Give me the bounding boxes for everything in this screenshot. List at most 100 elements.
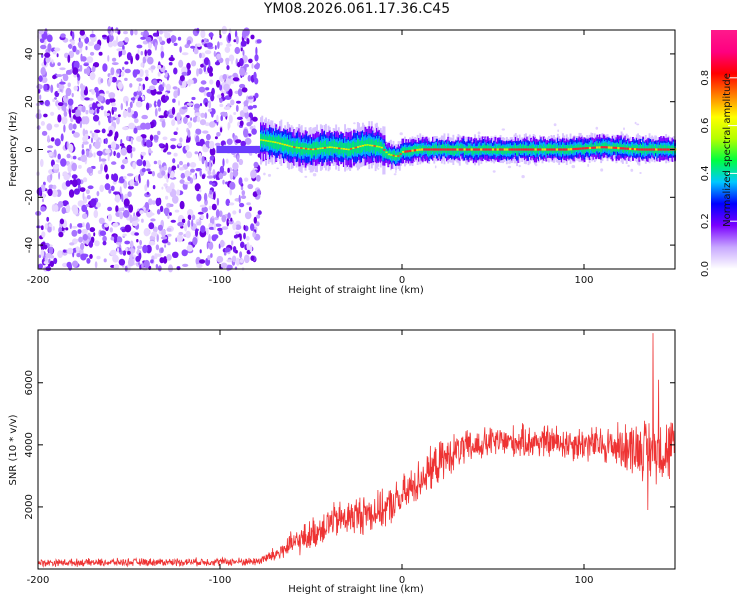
faint-speck [600, 168, 604, 172]
ridge-core [314, 148, 317, 150]
noise-speck [232, 222, 237, 231]
noise-speck [91, 137, 93, 144]
noise-speck [202, 130, 209, 134]
ridge-core [260, 139, 263, 141]
ridge-core [562, 148, 566, 151]
x-tick-label: -100 [209, 275, 232, 286]
noise-speck [89, 106, 93, 110]
noise-speck [116, 48, 123, 52]
noise-speck [144, 49, 147, 57]
noise-speck [68, 43, 73, 49]
noise-speck [72, 155, 77, 160]
noise-speck [81, 204, 88, 213]
ridge-core [522, 148, 525, 151]
noise-speck [57, 114, 62, 123]
noise-speck [108, 188, 112, 194]
noise-speck [243, 232, 246, 240]
ridge-band [610, 145, 613, 153]
noise-speck [137, 85, 140, 92]
ridge-core [290, 145, 293, 148]
ridge-band [542, 144, 545, 153]
noise-speck [138, 83, 141, 87]
noise-speck [114, 29, 118, 34]
noise-speck [133, 91, 137, 97]
noise-speck [119, 211, 124, 220]
ridge-core [631, 147, 634, 151]
noise-speck [124, 240, 131, 245]
noise-speck [113, 234, 118, 244]
ridge-core [444, 148, 447, 151]
ridge-core [271, 141, 275, 143]
noise-speck [79, 187, 86, 193]
noise-speck [81, 228, 88, 235]
ridge-band [641, 146, 643, 156]
ridge-core [473, 148, 476, 151]
noise-speck [201, 155, 205, 165]
noise-speck [109, 227, 114, 233]
ridge-core [323, 147, 327, 149]
noise-speck [112, 222, 119, 228]
ridge-core [555, 148, 558, 151]
ridge-band [517, 146, 520, 156]
noise-speck [157, 71, 161, 77]
noise-speck [144, 69, 149, 74]
noise-speck [129, 83, 133, 88]
faint-speck [312, 173, 317, 177]
noise-speck [44, 223, 48, 230]
noise-speck [227, 167, 230, 173]
faint-speck [627, 164, 630, 167]
noise-speck [166, 227, 172, 232]
ridge-core [465, 148, 469, 151]
ridge-core [546, 148, 549, 151]
noise-speck [244, 63, 249, 68]
noise-speck [210, 253, 213, 258]
ridge-core [269, 140, 272, 143]
noise-speck [61, 207, 67, 214]
noise-speck [209, 79, 214, 85]
noise-speck [96, 150, 103, 156]
noise-speck [71, 93, 74, 98]
noise-speck [255, 221, 260, 227]
noise-speck [216, 255, 224, 263]
faint-speck [630, 168, 634, 172]
noise-speck [192, 237, 198, 246]
noise-speck [219, 103, 224, 108]
ridge-band [476, 147, 479, 154]
noise-speck [221, 214, 227, 223]
noise-speck [254, 54, 259, 62]
faint-speck [346, 167, 348, 171]
ridge-core [510, 148, 513, 151]
noise-speck [60, 33, 66, 38]
noise-speck [191, 60, 197, 67]
noise-speck [166, 151, 172, 155]
noise-speck [145, 36, 152, 42]
ridge-core [411, 149, 414, 152]
noise-speck [50, 137, 55, 142]
ridge-core [487, 148, 490, 151]
noise-speck [200, 63, 204, 68]
noise-speck [144, 184, 148, 192]
ridge-core [506, 148, 509, 151]
noise-speck [159, 30, 164, 35]
noise-speck [146, 191, 150, 195]
ridge-core [607, 146, 610, 149]
noise-speck [236, 100, 241, 104]
noise-speck [211, 203, 217, 211]
noise-speck [211, 112, 214, 118]
noise-speck [205, 102, 208, 107]
noise-speck [71, 179, 78, 188]
noise-speck [79, 29, 86, 36]
noise-speck [199, 204, 206, 208]
noise-speck [110, 30, 114, 36]
noise-speck [228, 32, 231, 42]
ridge-core [541, 148, 544, 151]
noise-speck [60, 133, 64, 142]
ridge-core [553, 148, 556, 151]
ridge-core [491, 148, 495, 151]
noise-speck [93, 209, 99, 219]
y-tick-label: -20 [24, 189, 35, 205]
noise-speck [234, 30, 238, 38]
ridge-core [610, 146, 613, 149]
ridge-band [648, 144, 651, 153]
noise-speck [194, 151, 199, 155]
